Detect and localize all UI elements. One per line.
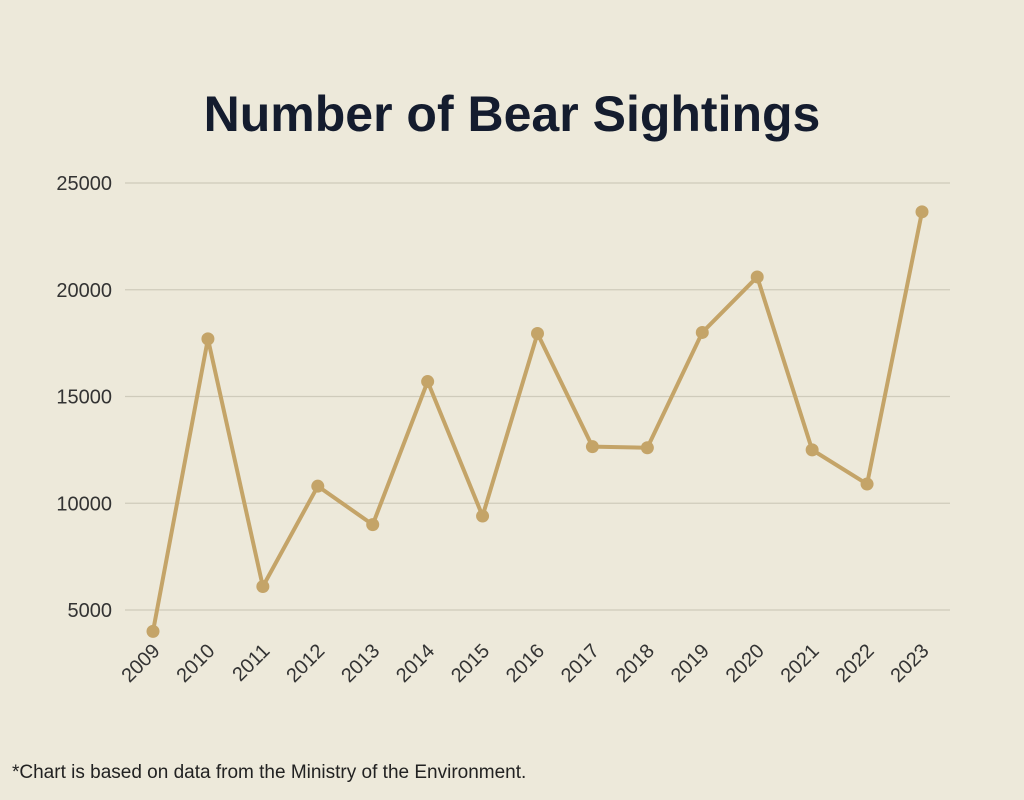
data-point <box>201 332 215 346</box>
data-point <box>146 624 160 638</box>
x-tick-label: 2018 <box>612 640 659 687</box>
data-point <box>531 327 544 341</box>
x-tick-label: 2019 <box>667 640 714 687</box>
x-tick-label: 2020 <box>722 640 769 687</box>
y-tick-label: 20000 <box>56 280 112 302</box>
data-point <box>585 440 599 454</box>
data-point <box>915 205 929 219</box>
x-tick-label: 2017 <box>557 640 604 687</box>
x-tick-label: 2009 <box>118 640 165 687</box>
data-point <box>366 518 380 532</box>
y-tick-label: 15000 <box>56 387 112 409</box>
x-tick-label: 2012 <box>282 640 329 687</box>
y-axis-ticks: 5000 10000 15000 20000 25000 <box>56 173 112 622</box>
chart-title: Number of Bear Sightings <box>203 86 821 142</box>
series-line <box>151 209 924 634</box>
data-point <box>256 580 270 594</box>
x-tick-label: 2022 <box>832 640 879 687</box>
data-point <box>750 270 764 284</box>
x-tick-label: 2013 <box>337 640 384 687</box>
y-tick-label: 25000 <box>56 173 112 195</box>
x-tick-label: 2021 <box>777 640 824 687</box>
x-tick-label: 2016 <box>502 640 549 687</box>
data-point <box>860 477 874 491</box>
x-tick-label: 2011 <box>228 640 274 686</box>
x-tick-label: 2014 <box>392 640 439 687</box>
x-tick-label: 2015 <box>447 640 494 687</box>
y-tick-label: 5000 <box>68 600 113 622</box>
x-axis-ticks: 2009 2010 2011 2012 2013 2014 2015 2016 2017 2018… <box>118 640 934 687</box>
gridlines <box>125 182 950 611</box>
footnote: *Chart is based on data from the Ministr… <box>12 762 527 783</box>
data-point <box>311 479 325 493</box>
data-point <box>640 441 654 455</box>
data-point <box>476 509 490 523</box>
x-tick-label: 2010 <box>172 640 219 687</box>
data-point <box>421 375 435 389</box>
data-point <box>695 325 709 339</box>
series <box>146 205 929 638</box>
data-point <box>805 443 819 457</box>
y-tick-label: 10000 <box>56 493 112 515</box>
x-tick-label: 2023 <box>887 640 934 687</box>
